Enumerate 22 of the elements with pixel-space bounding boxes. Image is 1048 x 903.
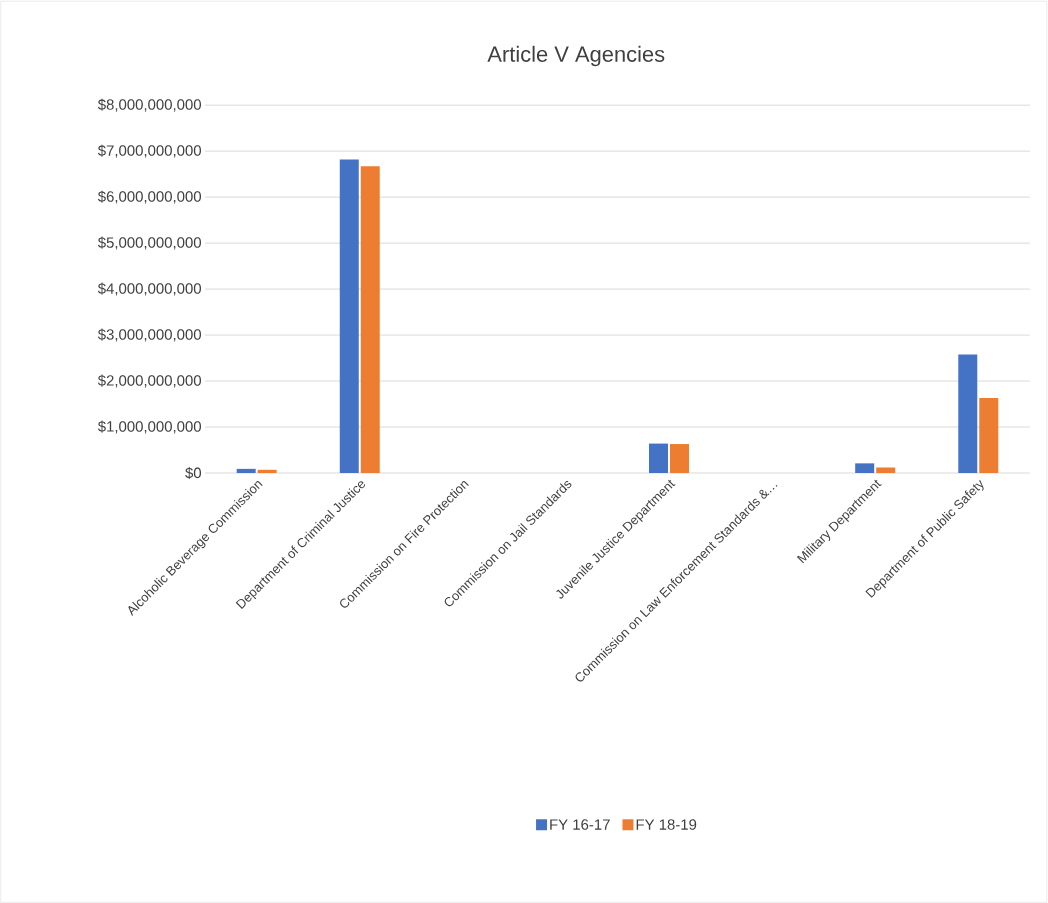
bar [339, 159, 359, 473]
y-tick-label: $6,000,000,000 [97, 190, 201, 204]
chart-title: Article V Agencies [487, 45, 665, 67]
bar [958, 354, 978, 473]
bar [649, 443, 669, 473]
y-tick-label: $4,000,000,000 [97, 282, 201, 296]
y-tick-label: $3,000,000,000 [97, 328, 201, 342]
y-tick-label: $8,000,000,000 [97, 98, 201, 112]
bar [670, 444, 689, 473]
y-tick-label: $2,000,000,000 [97, 374, 201, 388]
bar [236, 468, 256, 473]
y-tick-label: $1,000,000,000 [97, 420, 201, 434]
bar [360, 166, 380, 473]
bar [855, 463, 875, 473]
bar [257, 469, 277, 473]
y-tick-label: $5,000,000,000 [97, 236, 201, 250]
legend-label: FY 18-19 [636, 819, 697, 830]
legend-label: FY 16-17 [550, 819, 610, 830]
bar [876, 467, 896, 473]
y-tick-label: $0 [185, 466, 202, 480]
y-tick-label: $7,000,000,000 [97, 144, 201, 158]
bar [979, 398, 999, 473]
